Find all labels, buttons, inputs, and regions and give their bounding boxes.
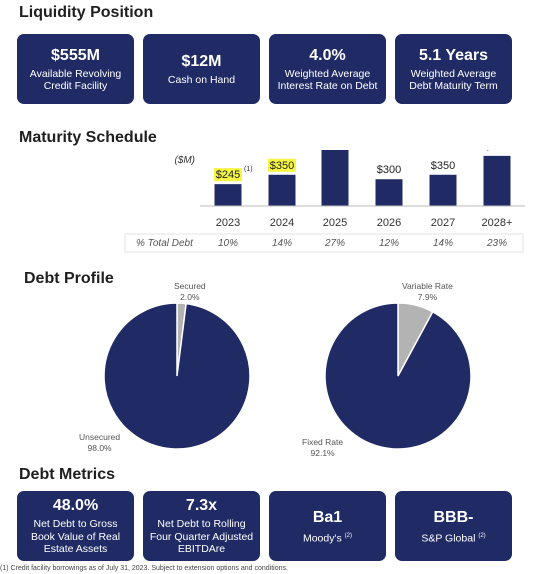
- x-tick-label: 2024: [270, 217, 294, 229]
- liquidity-card: 4.0% Weighted Average Interest Rate on D…: [269, 34, 386, 104]
- card-value: Ba1: [312, 508, 343, 526]
- footnote-marker: (2): [344, 532, 353, 539]
- card-label: Weighted Average Interest Rate on Debt: [277, 67, 378, 93]
- secured-value: 2.0%: [180, 291, 200, 302]
- bar: [429, 174, 457, 206]
- bar: [321, 150, 349, 206]
- bar-value-label: $350: [270, 160, 294, 172]
- card-value: $12M: [181, 52, 222, 70]
- pie-label-fixed-rate: Fixed Rate 92.1%: [302, 437, 343, 458]
- pie-label-variable-rate: Variable Rate 7.9%: [402, 281, 453, 302]
- label-highlight: [268, 158, 296, 172]
- pie-slice-fixed-rate: [324, 302, 472, 450]
- percent-total-value: 23%: [486, 238, 507, 249]
- metric-cards: 48.0% Net Debt to Gross Book Value of Re…: [17, 491, 512, 561]
- card-label-text: S&P Global: [421, 532, 476, 544]
- variable-rate-name: Variable Rate: [402, 281, 453, 291]
- maturity-bar-chart: ($M)$245202310%$350202414%$650202527%$30…: [124, 150, 525, 253]
- card-value: $555M: [51, 46, 100, 64]
- card-label-text: Moody's: [302, 532, 342, 544]
- x-tick-label: 2027: [431, 217, 455, 229]
- bar: [268, 174, 296, 206]
- pie-label-unsecured: Unsecured 98.0%: [79, 432, 120, 453]
- card-label: Weighted Average Debt Maturity Term: [409, 67, 498, 93]
- percent-total-value: 12%: [379, 238, 399, 249]
- bar-value-label: $245: [216, 169, 240, 181]
- unit-label: ($M): [174, 155, 195, 166]
- debt-metrics-title: Debt Metrics: [19, 466, 116, 483]
- card-label: Net Debt to Rolling Four Quarter Adjuste…: [149, 518, 254, 556]
- liquidity-card: $555M Available Revolving Credit Facilit…: [17, 34, 134, 104]
- bar: [375, 179, 403, 206]
- bar-value-label: $350: [431, 160, 455, 172]
- pie-slice-unsecured: [103, 302, 251, 450]
- card-label: Cash on Hand: [167, 73, 236, 86]
- debt-profile-title: Debt Profile: [24, 270, 114, 287]
- card-label: Available Revolving Credit Facility: [29, 67, 122, 93]
- bar-value-label: $300: [377, 164, 401, 176]
- bar: [483, 155, 511, 206]
- metric-card: 7.3x Net Debt to Rolling Four Quarter Ad…: [143, 491, 260, 561]
- liquidity-cards: $555M Available Revolving Credit Facilit…: [17, 34, 512, 104]
- x-tick-label: 2028+: [482, 217, 513, 229]
- percent-total-value: 14%: [272, 238, 292, 249]
- variable-rate-value: 7.9%: [417, 291, 438, 302]
- footnote: (1) Credit facility borrowings as of Jul…: [0, 565, 288, 572]
- bar-value-label: $562: [485, 150, 509, 153]
- unsecured-value: 98.0%: [87, 442, 112, 453]
- liquidity-card: $12M Cash on Hand: [143, 34, 260, 104]
- metric-card: BBB- S&P Global (2): [395, 491, 512, 561]
- first-label-footnote: (1): [244, 166, 253, 173]
- x-tick-label: 2026: [377, 217, 401, 229]
- metric-card: Ba1 Moody's (2): [269, 491, 386, 561]
- metric-card: 48.0% Net Debt to Gross Book Value of Re…: [17, 491, 134, 561]
- fixed-rate-name: Fixed Rate: [302, 437, 344, 447]
- fixed-rate-value: 92.1%: [310, 447, 335, 458]
- maturity-schedule-title: Maturity Schedule: [19, 129, 157, 146]
- x-tick-label: 2025: [323, 217, 347, 229]
- liquidity-card: 5.1 Years Weighted Average Debt Maturity…: [395, 34, 512, 104]
- debt-profile-pies: [103, 302, 472, 450]
- percent-total-value: 10%: [218, 238, 238, 249]
- card-value: 4.0%: [309, 46, 346, 64]
- x-tick-label: 2023: [216, 217, 240, 229]
- percent-total-row-label: % Total Debt: [136, 238, 194, 249]
- percent-row-frame: [124, 233, 524, 253]
- card-label: Net Debt to Gross Book Value of Real Est…: [30, 518, 121, 556]
- percent-total-value: 27%: [324, 238, 345, 249]
- bar: [214, 184, 242, 206]
- card-label: Moody's (2): [299, 530, 356, 545]
- card-label: S&P Global (2): [417, 530, 489, 545]
- footnote-marker: (2): [478, 532, 486, 539]
- card-value: BBB-: [433, 508, 474, 526]
- card-value: 48.0%: [52, 497, 99, 515]
- label-highlight: [214, 168, 242, 182]
- card-value: 7.3x: [185, 497, 218, 515]
- liquidity-position-title: Liquidity Position: [19, 4, 154, 21]
- secured-name: Secured: [174, 281, 206, 291]
- unsecured-name: Unsecured: [79, 432, 121, 442]
- card-value: 5.1 Years: [418, 46, 489, 64]
- percent-total-value: 14%: [433, 238, 453, 249]
- pie-label-secured: Secured 2.0%: [174, 281, 206, 302]
